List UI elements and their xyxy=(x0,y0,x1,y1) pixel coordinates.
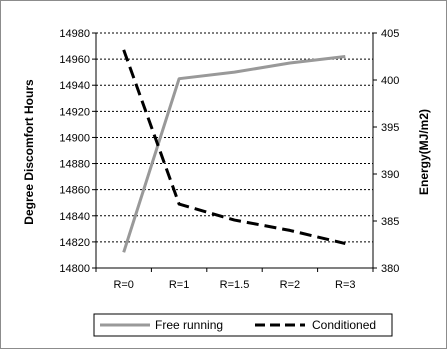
right-tick-label: 405 xyxy=(381,28,399,40)
right-tick-label: 380 xyxy=(381,263,399,275)
right-axis-title: Energy(MJ/m2) xyxy=(417,109,431,195)
right-tick-label: 395 xyxy=(381,122,399,134)
right-tick-label: 385 xyxy=(381,216,399,228)
x-tick-label: R=1.5 xyxy=(220,279,250,291)
left-tick-label: 14840 xyxy=(59,211,90,223)
x-tick-label: R=1 xyxy=(169,279,190,291)
legend-label-conditioned: Conditioned xyxy=(312,318,376,332)
x-tick-label: R=3 xyxy=(335,279,356,291)
right-tick-label: 400 xyxy=(381,75,399,87)
left-axis-title: Degree Discomfort Hours xyxy=(22,79,36,225)
axes xyxy=(92,32,377,272)
legend-label-free-running: Free running xyxy=(155,318,223,332)
left-tick-label: 14860 xyxy=(59,185,90,197)
left-tick-label: 14880 xyxy=(59,159,90,171)
left-tick-label: 14800 xyxy=(59,263,90,275)
x-tick-label: R=0 xyxy=(113,279,134,291)
left-tick-label: 14920 xyxy=(59,106,90,118)
series-line-free-running xyxy=(122,55,346,253)
x-tick-labels: R=0 R=1 R=1.5 R=2 R=3 xyxy=(113,279,355,291)
left-tick-label: 14940 xyxy=(59,80,90,92)
left-tick-label: 14820 xyxy=(59,237,90,249)
left-tick-label: 14900 xyxy=(59,132,90,144)
right-tick-labels: 380 385 390 395 400 405 xyxy=(381,28,399,275)
legend-box xyxy=(93,313,393,337)
right-tick-label: 390 xyxy=(381,169,399,181)
x-tick-label: R=2 xyxy=(280,279,301,291)
left-tick-labels: 14800 14820 14840 14860 14880 14900 14920 14940… xyxy=(59,28,90,275)
left-tick-label: 14980 xyxy=(59,28,90,40)
series-lines xyxy=(122,49,346,253)
legend: Free running Conditioned xyxy=(93,313,393,337)
left-tick-label: 14960 xyxy=(59,54,90,66)
